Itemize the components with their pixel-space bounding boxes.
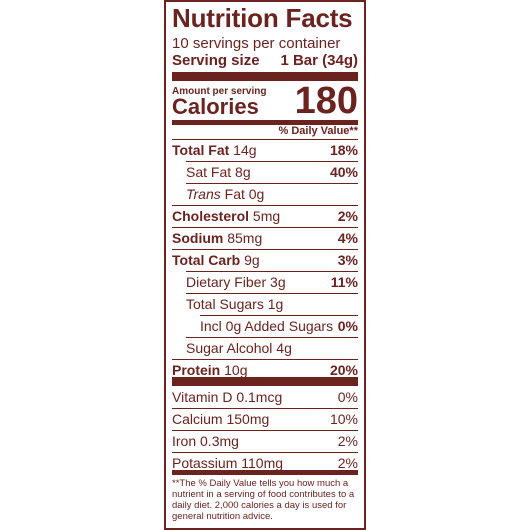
nutrient-name: Sugar Alcohol 4g — [172, 340, 292, 356]
divider — [186, 161, 358, 162]
nutrient-daily-value: 20% — [329, 362, 358, 378]
nutrient-name: Protein 10g — [172, 362, 247, 378]
nutrient-name-text: Dietary Fiber — [186, 274, 267, 290]
vitamin-daily-value: 2% — [337, 433, 358, 449]
vitamin-daily-value: 0% — [337, 389, 358, 405]
amount-per-serving: Amount per serving — [172, 86, 267, 97]
nutrient-row: Trans Fat 0g — [172, 186, 358, 202]
divider — [172, 139, 358, 140]
calories-label: Calories — [172, 94, 259, 119]
nutrient-amount: 85mg — [223, 230, 263, 246]
nutrient-name-italic: Trans — [186, 186, 221, 202]
nutrient-amount: 4g — [272, 340, 292, 356]
nutrient-daily-value: 40% — [329, 164, 358, 180]
calories-value: 180 — [294, 80, 358, 122]
thick-divider — [172, 377, 358, 386]
divider — [200, 315, 358, 316]
nutrient-name: Incl 0g Added Sugars — [172, 318, 333, 334]
vitamin-name: Vitamin D 0.1mcg — [172, 389, 283, 405]
divider — [172, 205, 358, 206]
nutrient-name-text: Total Sugars — [186, 296, 264, 312]
nutrient-row: Total Fat 14g 18% — [172, 142, 358, 158]
nutrient-name-bold: Total Carb — [172, 252, 241, 268]
vitamin-name: Potassium 110mg — [172, 455, 284, 471]
divider — [172, 359, 358, 360]
nutrient-daily-value: 3% — [337, 252, 358, 268]
vitamin-row: Iron 0.3mg 2% — [172, 433, 358, 449]
nutrient-name: Total Fat 14g — [172, 142, 257, 158]
vitamin-name: Iron 0.3mg — [172, 433, 239, 449]
divider — [186, 337, 358, 338]
nutrient-daily-value: 18% — [329, 142, 358, 158]
vitamin-name: Calcium 150mg — [172, 411, 270, 427]
divider — [172, 408, 358, 409]
nutrient-name-text: Sat Fat — [186, 164, 232, 180]
vitamin-row: Potassium 110mg 2% — [172, 455, 358, 471]
nutrient-amount: 10g — [220, 362, 248, 378]
divider — [172, 249, 358, 250]
label-title: Nutrition Facts — [172, 3, 353, 33]
label-content: Nutrition Facts 10 servings per containe… — [172, 2, 358, 528]
nutrient-name-bold: Total Fat — [172, 142, 230, 158]
divider — [186, 183, 358, 184]
servings-per-container: 10 servings per container — [172, 35, 341, 52]
nutrient-row: Incl 0g Added Sugars 0% — [172, 318, 358, 334]
daily-value-header: % Daily Value** — [278, 125, 359, 137]
vitamin-row: Vitamin D 0.1mcg 0% — [172, 389, 358, 405]
nutrient-name-text: Incl 0g Added Sugars — [200, 318, 334, 334]
nutrient-name: Cholesterol 5mg — [172, 208, 280, 224]
nutrient-name: Sodium 85mg — [172, 230, 262, 246]
nutrient-name: Trans Fat 0g — [172, 186, 264, 202]
thick-divider — [172, 72, 358, 81]
divider — [186, 271, 358, 272]
divider — [172, 430, 358, 431]
nutrient-daily-value: 4% — [337, 230, 358, 246]
vitamin-daily-value: 2% — [337, 455, 358, 471]
nutrient-amount: 9g — [240, 252, 260, 268]
nutrient-row: Total Carb 9g 3% — [172, 252, 358, 268]
nutrient-amount: 1g — [263, 296, 284, 312]
medium-divider — [172, 120, 358, 125]
footnote: **The % Daily Value tells you how much a… — [172, 478, 355, 522]
serving-size-label: Serving size — [172, 52, 260, 69]
nutrient-name-bold: Cholesterol — [172, 208, 250, 224]
serving-size-value: 1 Bar (34g) — [280, 52, 358, 69]
nutrient-amount: Fat 0g — [220, 186, 265, 202]
nutrient-name-text: Sugar Alcohol — [186, 340, 273, 356]
medium-divider — [172, 470, 358, 475]
nutrient-row: Protein 10g 20% — [172, 362, 358, 378]
divider — [186, 293, 358, 294]
nutrient-row: Dietary Fiber 3g 11% — [172, 274, 358, 290]
nutrient-daily-value: 0% — [337, 318, 358, 334]
nutrient-name-bold: Sodium — [172, 230, 224, 246]
nutrient-amount: 3g — [266, 274, 286, 290]
nutrient-name: Dietary Fiber 3g — [172, 274, 286, 290]
nutrition-facts-label: Nutrition Facts 10 servings per containe… — [164, 0, 366, 530]
nutrient-name: Total Carb 9g — [172, 252, 260, 268]
nutrient-row: Sodium 85mg 4% — [172, 230, 358, 246]
nutrient-row: Cholesterol 5mg 2% — [172, 208, 358, 224]
nutrient-row: Sat Fat 8g 40% — [172, 164, 358, 180]
nutrient-amount: 14g — [229, 142, 257, 158]
nutrient-amount: 8g — [231, 164, 251, 180]
nutrient-amount: 5mg — [249, 208, 281, 224]
nutrient-row: Sugar Alcohol 4g — [172, 340, 358, 356]
nutrient-daily-value: 11% — [330, 274, 358, 290]
divider — [172, 227, 358, 228]
serving-size-row: Serving size 1 Bar (34g) — [172, 52, 358, 70]
divider — [172, 452, 358, 453]
nutrient-daily-value: 2% — [337, 208, 358, 224]
nutrient-name: Sat Fat 8g — [172, 164, 251, 180]
nutrient-name: Total Sugars 1g — [172, 296, 283, 312]
nutrient-name-bold: Protein — [172, 362, 221, 378]
vitamin-daily-value: 10% — [329, 411, 358, 427]
vitamin-row: Calcium 150mg 10% — [172, 411, 358, 427]
nutrient-row: Total Sugars 1g — [172, 296, 358, 312]
